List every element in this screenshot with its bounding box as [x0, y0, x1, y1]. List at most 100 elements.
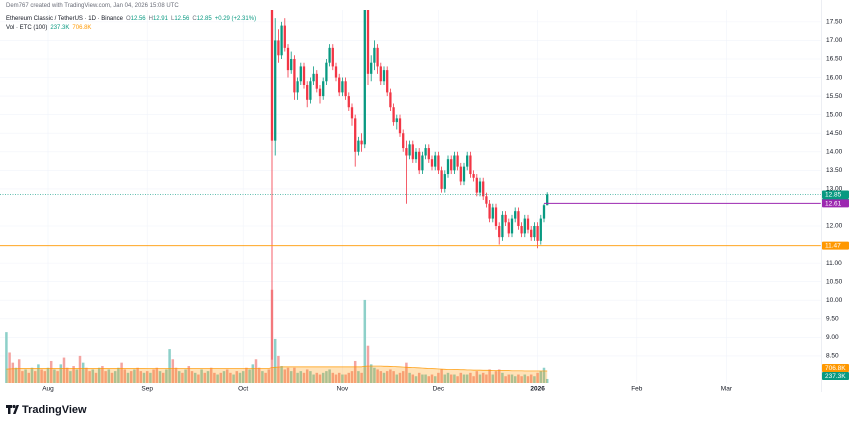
volume-bar	[72, 366, 75, 383]
volume-bar	[318, 374, 322, 383]
volume-bar	[53, 369, 56, 383]
volume-bar	[78, 355, 82, 383]
volume-bar	[433, 376, 437, 383]
volume-bar	[485, 374, 488, 383]
volume-bar	[56, 371, 59, 383]
candle-body	[536, 226, 539, 241]
ohlc-key: O	[125, 16, 131, 22]
volume-bar	[497, 369, 501, 383]
ohlc-key: L	[170, 16, 175, 22]
candle-body	[517, 211, 520, 227]
volume-bar	[155, 367, 159, 383]
y-tick-label: 10.00	[826, 297, 843, 304]
candle-body	[347, 96, 350, 108]
candle-body	[293, 58, 296, 93]
attribution: Dem767 created with TradingView.com, Jan…	[6, 2, 179, 10]
candle-body	[443, 174, 446, 189]
candle-body	[286, 47, 290, 71]
volume-bar	[341, 374, 344, 383]
volume-bar	[117, 367, 120, 383]
candle-body	[309, 81, 312, 100]
candle-body	[395, 118, 398, 123]
volume-label-box	[822, 372, 849, 381]
volume-bar	[107, 369, 111, 383]
candle-body	[514, 211, 517, 219]
volume-bar	[357, 371, 360, 383]
volume-bar	[129, 371, 133, 383]
volume-bar	[491, 374, 495, 383]
volume-bar	[312, 374, 315, 383]
volume-bar	[363, 299, 367, 383]
candle-body	[523, 218, 526, 234]
x-tick-label: Dec	[433, 386, 445, 393]
candle-body	[530, 229, 533, 238]
candle-body	[392, 107, 395, 123]
y-tick-label: 13.00	[826, 186, 843, 193]
volume-bar	[213, 372, 216, 383]
volume-bar	[510, 374, 514, 383]
candle-body	[370, 62, 373, 74]
volume-bar	[421, 374, 424, 383]
volume-bar	[264, 372, 267, 383]
volume-ma-label-box	[822, 364, 849, 373]
candle-body	[488, 203, 491, 219]
volume-bar	[446, 372, 450, 383]
volume-bar	[94, 372, 98, 383]
y-tick-label: 12.00	[826, 223, 843, 230]
volume-bar	[302, 372, 306, 383]
volume-bar	[91, 369, 95, 383]
volume-bar	[417, 372, 421, 383]
brand-name: TradingView	[22, 404, 87, 416]
hline-label-box	[822, 241, 849, 250]
candle-body	[485, 196, 488, 204]
candle-body	[472, 174, 475, 178]
x-tick-label: Mar	[721, 386, 733, 393]
candle-body	[427, 148, 430, 160]
volume-bar	[488, 369, 491, 383]
volume-bar	[149, 372, 152, 383]
volume-bar	[62, 357, 66, 383]
ohlc-value: 12.56	[174, 16, 190, 22]
volume-bar	[305, 369, 309, 383]
candle-body	[306, 84, 309, 100]
y-tick-label: 17.50	[826, 19, 843, 26]
volume-bar	[533, 376, 536, 383]
candle-body	[376, 47, 379, 67]
volume-bar	[501, 372, 504, 383]
volume-bar	[331, 372, 335, 383]
candle-body	[421, 155, 424, 171]
volume-bar	[104, 371, 107, 383]
volume-bar	[286, 367, 290, 383]
candle-body	[350, 107, 354, 119]
candle-body	[334, 66, 338, 78]
y-tick-label: 14.00	[826, 148, 843, 155]
candle-body	[277, 40, 280, 56]
volume-bar	[11, 362, 15, 383]
volume-bar	[65, 367, 69, 383]
candle-body	[325, 62, 328, 82]
y-tick-label: 9.00	[826, 334, 839, 341]
candle-body	[414, 151, 418, 160]
candle-body	[533, 226, 536, 238]
volume-bar	[267, 369, 271, 383]
volume-bar	[197, 374, 200, 383]
volume-bar	[133, 369, 136, 383]
volume-bar	[110, 372, 114, 383]
volume-bar	[257, 367, 261, 383]
volume-bar	[334, 374, 338, 383]
y-tick-label: 17.00	[826, 37, 843, 44]
candle-body	[494, 207, 498, 227]
volume-bar	[101, 366, 104, 383]
volume-bar	[353, 360, 357, 383]
candle-body	[379, 66, 382, 82]
volume-ma-value: 706.8K	[72, 25, 92, 31]
candle-body	[405, 148, 408, 156]
candle-body	[363, 10, 366, 145]
volume-bar	[542, 367, 546, 383]
y-tick-label: 16.50	[826, 56, 843, 63]
candle-body	[360, 140, 363, 145]
candle-body	[402, 133, 405, 149]
volume-bar	[273, 338, 277, 383]
candle-body	[290, 58, 293, 71]
candle-body	[437, 155, 440, 171]
